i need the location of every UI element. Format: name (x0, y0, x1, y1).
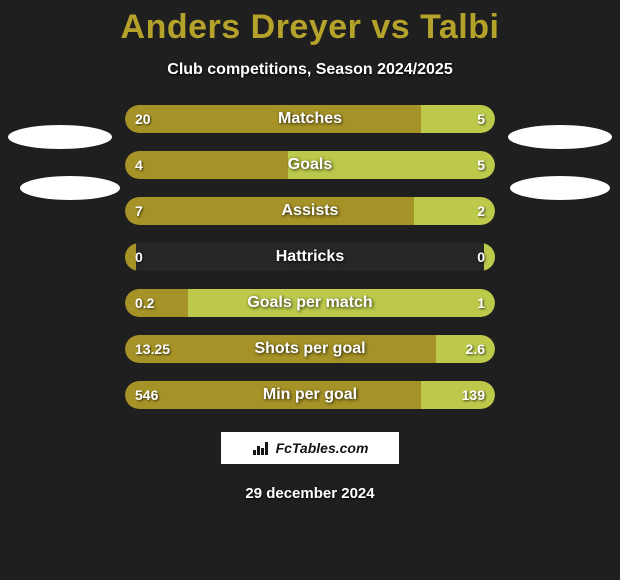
metric-label: Hattricks (125, 248, 495, 266)
metric-label: Min per goal (125, 386, 495, 404)
metric-label: Matches (125, 110, 495, 128)
comparison-row: 0.21Goals per match (125, 289, 495, 317)
decorative-oval (510, 176, 610, 200)
metric-label: Shots per goal (125, 340, 495, 358)
comparison-row: 00Hattricks (125, 243, 495, 271)
comparison-row: 205Matches (125, 105, 495, 133)
player-b-name: Talbi (420, 8, 499, 46)
decorative-oval (8, 125, 112, 149)
chart-bars-icon (252, 439, 270, 457)
comparison-row: 72Assists (125, 197, 495, 225)
metric-label: Goals per match (125, 294, 495, 312)
vs-label: vs (371, 8, 410, 46)
decorative-oval (508, 125, 612, 149)
page-title: Anders Dreyer vs Talbi (0, 0, 620, 47)
metric-label: Assists (125, 202, 495, 220)
decorative-oval (20, 176, 120, 200)
comparison-row: 13.252.6Shots per goal (125, 335, 495, 363)
metric-label: Goals (125, 156, 495, 174)
source-badge: FcTables.com (220, 431, 400, 465)
comparison-row: 546139Min per goal (125, 381, 495, 409)
date-label: 29 december 2024 (0, 485, 620, 502)
player-a-name: Anders Dreyer (121, 8, 362, 46)
source-badge-text: FcTables.com (276, 440, 369, 456)
comparison-row: 45Goals (125, 151, 495, 179)
subtitle: Club competitions, Season 2024/2025 (0, 61, 620, 79)
comparison-rows: 205Matches 45Goals 72Assists 00Hattricks 0.2… (0, 105, 620, 409)
